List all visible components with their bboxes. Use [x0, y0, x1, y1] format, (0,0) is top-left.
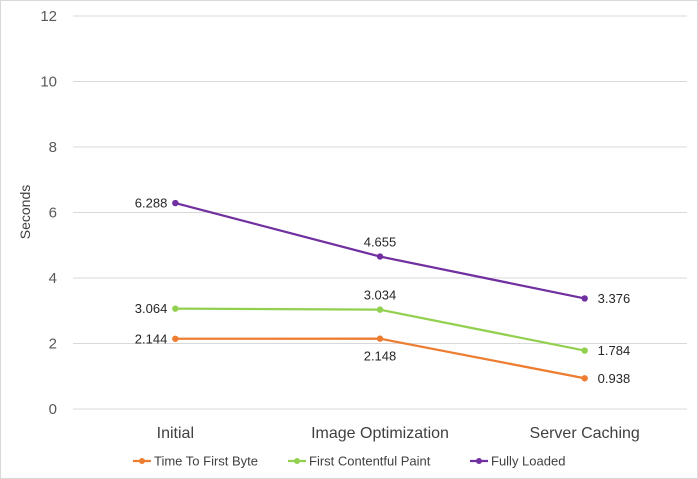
y-axis-title: Seconds	[17, 185, 33, 239]
y-tick-label-6: 6	[49, 205, 57, 222]
series-point-2-1	[376, 253, 384, 260]
data-label-0-2: 0.938	[598, 371, 631, 386]
y-tick-label-12: 12	[40, 8, 57, 25]
y-tick-label-10: 10	[40, 74, 57, 91]
series-point-1-1	[376, 306, 384, 313]
legend-swatch-marker-2	[476, 458, 482, 464]
series-line-1	[174, 307, 586, 352]
legend-label-0: Time To First Byte	[154, 454, 258, 469]
series-point-0-2	[581, 375, 588, 382]
series-lines	[172, 199, 588, 382]
y-tick-label-0: 0	[49, 401, 57, 418]
data-label-2-0: 6.288	[135, 196, 168, 211]
y-axis-ticks: 0 2 4 6 8 10 12	[40, 8, 57, 418]
x-category-label: Initial	[157, 425, 194, 442]
legend-label-2: Fully Loaded	[491, 454, 565, 469]
data-label-2-1: 4.655	[364, 235, 397, 250]
series-point-0-1	[376, 335, 384, 342]
y-tick-label-8: 8	[49, 139, 57, 156]
series-point-1-0	[172, 305, 179, 312]
data-label-1-2: 1.784	[598, 343, 631, 358]
series-point-1-2	[581, 347, 588, 354]
series-point-2-2	[581, 295, 588, 302]
series-point-2-0	[172, 199, 179, 207]
legend-label-1: First Contentful Paint	[309, 454, 431, 469]
data-label-2-2: 3.376	[598, 291, 631, 306]
x-category-label: Server Caching	[530, 425, 640, 442]
data-label-0-1: 2.148	[364, 349, 397, 364]
legend-swatch-marker-0	[139, 458, 145, 464]
series-line-2	[174, 201, 586, 300]
x-category-label: Image Optimization	[311, 425, 449, 442]
gridlines	[73, 15, 687, 410]
legend-swatch-marker-1	[294, 458, 300, 464]
y-tick-label-4: 4	[49, 270, 57, 287]
x-axis-categories: Initial Image Optimization Server Caching	[157, 425, 640, 442]
legend: Time To First Byte First Contentful Paint…	[133, 454, 565, 469]
series-point-0-0	[172, 335, 179, 342]
data-label-1-1: 3.034	[364, 288, 397, 303]
data-label-1-0: 3.064	[135, 301, 168, 316]
data-labels: 2.144 2.148 0.938 3.064 3.034 1.784 6.288 4.655…	[135, 196, 630, 386]
data-label-0-0: 2.144	[135, 331, 168, 346]
y-tick-label-2: 2	[49, 336, 57, 353]
